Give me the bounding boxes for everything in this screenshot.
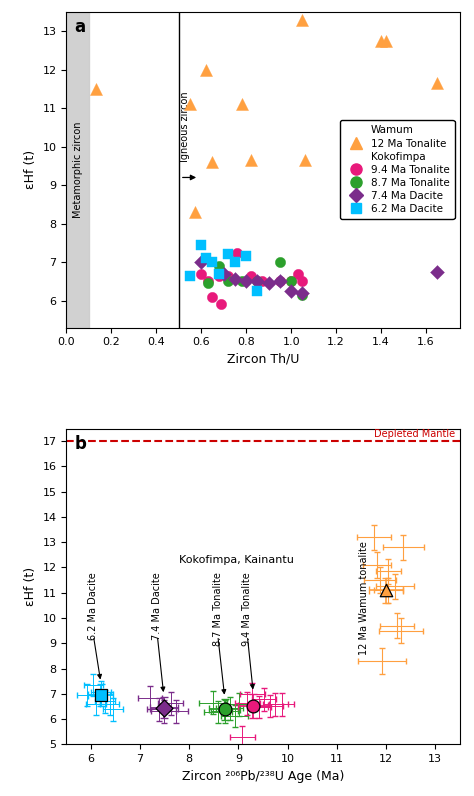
Point: [198, 239, 205, 252]
Point: [242, 250, 250, 263]
Text: 9.4 Ma Tonalite: 9.4 Ma Tonalite: [242, 572, 252, 646]
Point: [254, 285, 261, 298]
Point: [202, 252, 210, 265]
Point: [209, 156, 216, 169]
Text: Kokofimpa, Kainantu: Kokofimpa, Kainantu: [180, 555, 294, 565]
Point: [301, 154, 309, 166]
Text: a: a: [74, 18, 85, 37]
Point: [218, 298, 225, 311]
Point: [221, 703, 228, 716]
Point: [204, 277, 212, 290]
Point: [209, 291, 216, 303]
Point: [224, 269, 232, 282]
Point: [202, 64, 210, 76]
Point: [97, 689, 105, 701]
Legend: Wamum, 12 Ma Tonalite, Kokofimpa, 9.4 Ma Tonalite, 8.7 Ma Tonalite, 7.4 Ma Dacit: Wamum, 12 Ma Tonalite, Kokofimpa, 9.4 Ma…: [340, 120, 455, 220]
Text: 8.7 Ma Tonalite: 8.7 Ma Tonalite: [213, 572, 223, 646]
Point: [231, 256, 239, 268]
X-axis label: Zircon ²⁰⁶Pb/²³⁸U Age (Ma): Zircon ²⁰⁶Pb/²³⁸U Age (Ma): [182, 770, 344, 782]
Point: [209, 256, 216, 268]
Point: [434, 76, 441, 89]
Point: [216, 259, 223, 272]
Point: [265, 277, 273, 290]
Point: [224, 248, 232, 261]
Point: [238, 275, 246, 288]
Point: [434, 265, 441, 278]
Point: [254, 275, 261, 288]
Point: [299, 275, 306, 288]
Point: [92, 83, 100, 96]
Text: 6.2 Ma Dacite: 6.2 Ma Dacite: [89, 572, 99, 640]
Text: Metamorphic zircon: Metamorphic zircon: [73, 122, 82, 218]
Point: [377, 34, 385, 47]
Point: [242, 275, 250, 288]
Point: [382, 583, 390, 596]
Text: Depleted Mantle: Depleted Mantle: [374, 429, 455, 439]
Point: [216, 267, 223, 280]
Point: [258, 275, 266, 288]
Point: [254, 275, 261, 288]
Point: [191, 205, 198, 218]
Y-axis label: εHf (t): εHf (t): [24, 567, 37, 606]
Point: [287, 275, 295, 288]
X-axis label: Zircon Th/U: Zircon Th/U: [227, 353, 299, 366]
Point: [299, 14, 306, 26]
Text: 12 Ma Wamum tonalite: 12 Ma Wamum tonalite: [359, 540, 369, 655]
Point: [160, 701, 167, 714]
Point: [216, 269, 223, 282]
Point: [287, 285, 295, 298]
Bar: [66, 12, 89, 328]
Point: [249, 700, 257, 712]
Point: [186, 98, 194, 111]
Text: 7.4 Ma Dacite: 7.4 Ma Dacite: [152, 572, 162, 640]
Point: [220, 267, 228, 280]
Point: [276, 256, 284, 268]
Point: [299, 287, 306, 299]
Point: [233, 246, 241, 259]
Point: [299, 288, 306, 301]
Point: [276, 275, 284, 288]
Text: b: b: [74, 435, 86, 453]
Point: [294, 267, 302, 280]
Point: [224, 275, 232, 288]
Y-axis label: εHf (t): εHf (t): [24, 150, 37, 189]
Point: [231, 273, 239, 286]
Point: [382, 34, 389, 47]
Point: [186, 269, 194, 282]
Text: Igneous zircon: Igneous zircon: [180, 92, 190, 162]
Point: [198, 267, 205, 280]
Point: [287, 275, 295, 288]
Point: [247, 154, 255, 166]
Point: [238, 98, 246, 111]
Point: [204, 275, 212, 288]
Point: [198, 256, 205, 268]
Point: [247, 269, 255, 282]
Point: [276, 275, 284, 288]
